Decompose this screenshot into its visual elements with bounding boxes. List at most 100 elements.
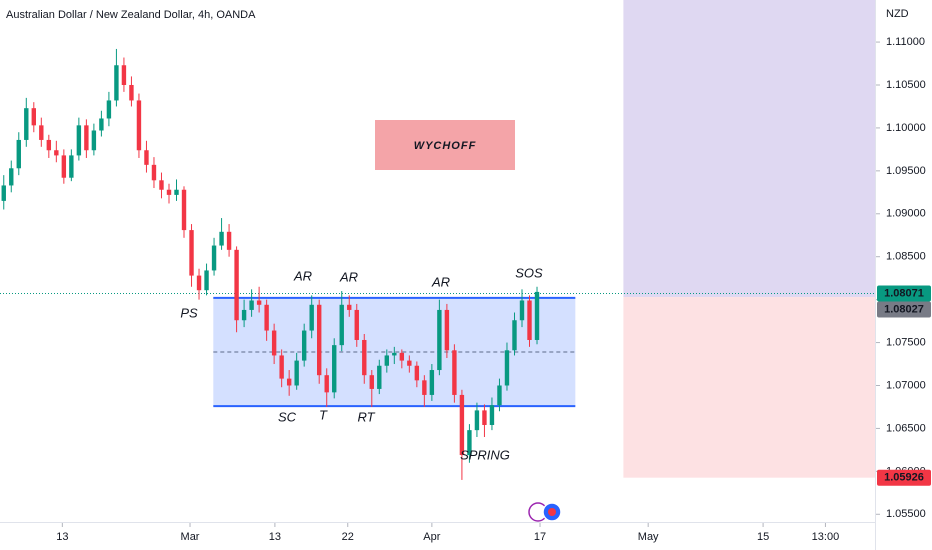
candle-body: [174, 189, 179, 195]
candle-body: [452, 350, 457, 395]
candle-body: [99, 118, 104, 131]
candle-body: [362, 339, 367, 376]
candle-body: [497, 385, 502, 406]
candle-body: [114, 65, 119, 101]
y-tick-label: 1.08500: [886, 251, 926, 263]
annotation: T: [319, 407, 328, 422]
event-icons[interactable]: [528, 502, 562, 522]
x-tick-label: 13: [269, 531, 281, 543]
candle-body: [422, 380, 427, 395]
candle-body: [181, 189, 187, 231]
candle-body: [534, 291, 540, 340]
candle-body: [91, 130, 97, 151]
candle-body: [204, 270, 209, 291]
annotation: SC: [278, 409, 297, 424]
candle-body: [84, 125, 89, 151]
x-tick-label: 13: [56, 531, 68, 543]
y-tick-label: 1.09000: [886, 208, 926, 220]
y-tick-label: 1.11000: [886, 36, 925, 48]
candle-body: [1, 185, 6, 201]
currency-label: NZD: [886, 8, 909, 20]
annotation: RT: [357, 409, 375, 424]
candle-body: [301, 330, 307, 361]
candle-body: [347, 304, 352, 310]
annotation: SOS: [515, 265, 543, 280]
candle-body: [519, 300, 525, 321]
y-tick-label: 1.06500: [886, 422, 926, 434]
candle-body: [279, 355, 284, 379]
candle-body: [256, 300, 262, 305]
price-badge: [877, 301, 931, 318]
candle-body: [482, 410, 487, 425]
x-tick-label: May: [638, 531, 659, 543]
candle-body: [489, 405, 495, 425]
headline-box: [375, 120, 515, 170]
candle-body: [16, 139, 21, 169]
price-badge: [877, 469, 931, 486]
candle-body: [144, 150, 149, 165]
candle-body: [407, 360, 412, 366]
candle-body: [444, 309, 450, 351]
annotation: PS: [180, 305, 198, 320]
candle-body: [286, 378, 292, 386]
candle-body: [76, 125, 82, 156]
y-tick-label: 1.07500: [886, 336, 926, 348]
x-tick-label: 22: [342, 531, 354, 543]
price-badge-label: 1.08027: [884, 303, 924, 315]
candle-body: [31, 108, 36, 126]
candle-body: [527, 300, 532, 340]
candle-body: [474, 410, 480, 431]
candle-body: [136, 100, 142, 151]
annotation: AR: [339, 269, 358, 284]
y-tick-label: 1.10000: [886, 122, 926, 134]
candle-body: [437, 309, 442, 371]
candle-body: [69, 155, 74, 178]
candle-body: [234, 249, 239, 321]
candle-body: [264, 304, 269, 331]
x-tick-label: Apr: [423, 531, 440, 543]
candle-body: [377, 365, 382, 389]
candle-body: [384, 355, 390, 366]
candle-body: [241, 309, 247, 321]
candle-body: [294, 360, 299, 386]
annotation: SPRING: [460, 447, 510, 462]
annotation: AR: [431, 274, 450, 289]
candle-body: [339, 304, 344, 346]
candle-body: [9, 168, 14, 186]
price-badge: [877, 285, 931, 302]
y-tick-label: 1.10500: [886, 79, 926, 91]
candle-body: [249, 300, 254, 310]
candle-body: [324, 375, 329, 393]
candle-body: [414, 365, 420, 381]
candle-body: [106, 100, 112, 119]
candle-body: [121, 65, 127, 85]
candle-body: [271, 330, 277, 356]
candle-body: [151, 164, 157, 181]
candle-body: [129, 84, 134, 101]
candle-body: [399, 352, 405, 361]
candle-body: [219, 231, 224, 246]
candle-body: [392, 352, 397, 356]
x-tick-label: 15: [757, 531, 769, 543]
target-zone: [623, 0, 875, 298]
candle-body: [54, 150, 59, 156]
candle-body: [332, 345, 337, 393]
candle-body: [166, 189, 172, 195]
candle-body: [309, 304, 314, 331]
x-tick-label: 13:00: [812, 531, 840, 543]
candle-body: [354, 309, 359, 340]
candle-body: [504, 350, 510, 386]
candle-body: [189, 230, 194, 276]
candle-body: [369, 375, 374, 389]
candle-body: [317, 304, 322, 376]
candle-body: [512, 320, 517, 351]
candle-body: [429, 370, 435, 395]
flag-dot: [548, 508, 556, 516]
candle-body: [226, 231, 232, 250]
y-tick-label: 1.09500: [886, 165, 926, 177]
candle-body: [61, 155, 67, 178]
annotation: AR: [293, 268, 312, 283]
x-tick-label: 17: [534, 531, 546, 543]
candle-body: [459, 394, 465, 456]
